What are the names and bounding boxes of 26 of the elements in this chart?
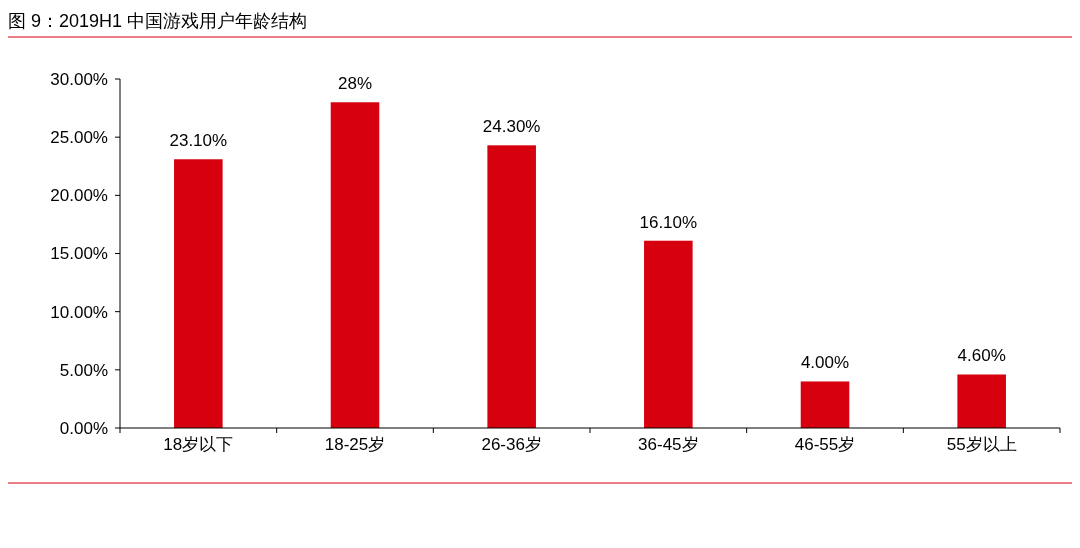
y-tick-label: 10.00% [50,302,108,322]
bar [487,145,536,428]
bar [957,374,1006,428]
y-tick-label: 15.00% [50,244,108,264]
data-label: 28% [337,74,373,94]
data-label: 23.10% [169,131,228,151]
x-tick-label: 36-45岁 [638,435,699,454]
bar [330,102,380,428]
y-tick-label: 5.00% [59,360,108,380]
x-tick-label: 26-36岁 [481,435,542,454]
data-label: 4.60% [957,346,1006,366]
x-tick-label: 55岁以上 [946,435,1017,454]
chart-title: 图 9：2019H1 中国游戏用户年龄结构 [8,11,308,31]
bar [174,159,223,428]
data-label: 24.30% [482,117,541,137]
bar [644,240,693,428]
x-tick-label: 46-55岁 [794,435,856,454]
y-tick-label: 30.00% [50,69,108,89]
data-label: 4.00% [800,353,850,373]
bar [800,381,850,428]
y-tick-label: 25.00% [50,128,108,148]
data-label: 16.10% [639,212,698,232]
y-tick-label: 20.00% [50,186,108,206]
y-tick-label: 0.00% [59,418,108,438]
x-tick-label: 18-25岁 [324,435,386,454]
x-tick-label: 18岁以下 [163,435,234,454]
